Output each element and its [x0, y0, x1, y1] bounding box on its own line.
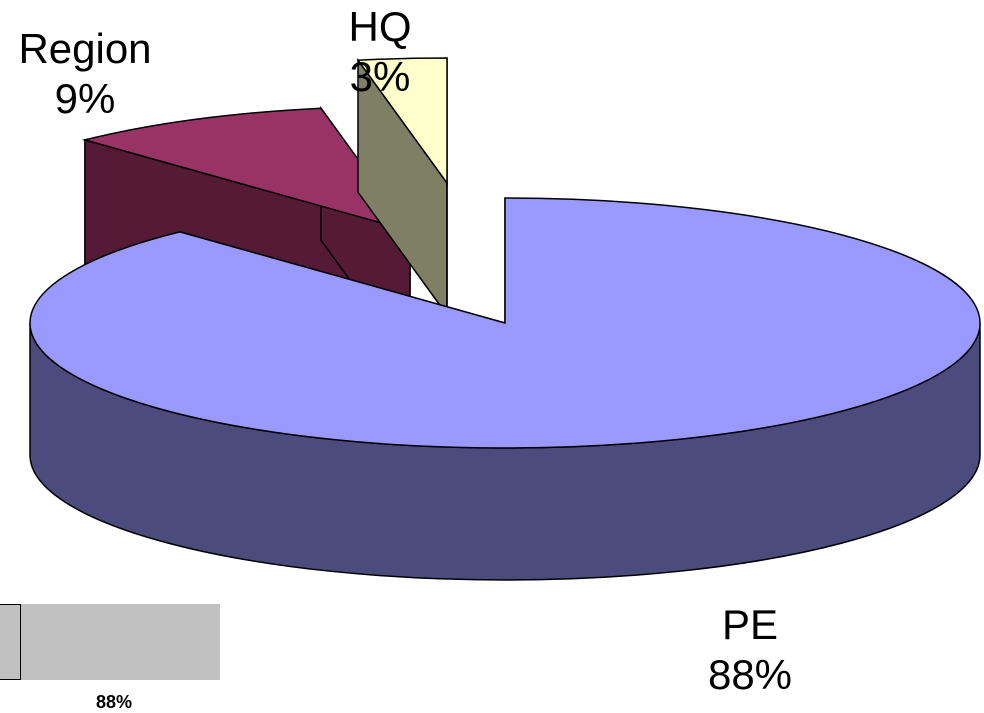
pe-label: PE — [721, 601, 779, 648]
inset-percent-label: 88% — [96, 692, 133, 712]
slice-label-pe: PE 88% — [670, 600, 830, 700]
slice-label-hq: HQ 3% — [320, 2, 440, 102]
slice-pe-top — [29, 197, 981, 449]
pe-percent: 88% — [707, 651, 793, 698]
slice-pe — [29, 197, 981, 581]
region-label: Region — [18, 25, 152, 72]
region-percent: 9% — [54, 75, 116, 122]
inset-chart-fragment — [0, 604, 220, 680]
inset-fragment-box — [0, 604, 21, 680]
hq-label: HQ — [348, 3, 412, 50]
slice-region-top — [81, 107, 412, 233]
hq-percent: 3% — [349, 53, 411, 100]
slice-hq-top — [356, 57, 448, 186]
slice-hq — [356, 57, 448, 318]
slice-label-region: Region 9% — [0, 24, 170, 124]
